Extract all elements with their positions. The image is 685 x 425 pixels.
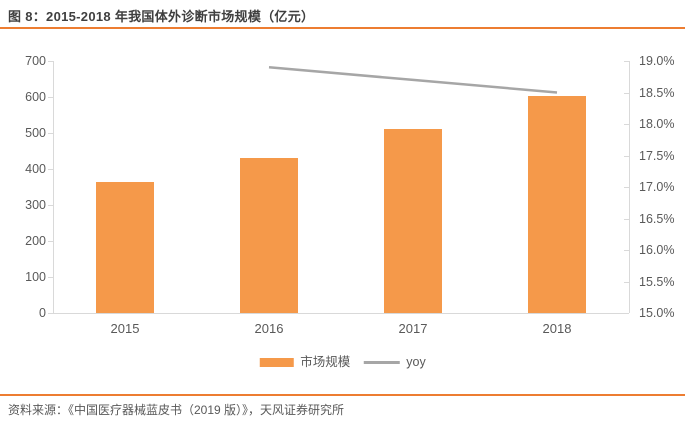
y2-axis-tick-label: 18.5% [639, 85, 675, 100]
y2-axis-tick-mark [624, 313, 629, 314]
line-series-swatch [363, 360, 400, 364]
yoy-line-path [268, 66, 558, 94]
legend-item-market-size: 市场规模 [259, 356, 350, 369]
y2-axis-tick-label: 16.5% [639, 211, 675, 226]
bar-series-swatch [259, 357, 294, 367]
x-axis-line [53, 313, 629, 314]
bar-2018 [528, 95, 586, 313]
y-axis-tick-label: 100 [25, 269, 46, 284]
y2-axis-tick-label: 18.0% [639, 116, 675, 131]
y-axis-tick-label: 600 [25, 89, 46, 104]
right-axis-line [629, 61, 630, 313]
bar-series-label: 市场规模 [300, 354, 351, 369]
y2-axis-tick-mark [624, 250, 629, 251]
y-axis-tick-mark [48, 133, 53, 134]
y-axis-tick-label: 400 [25, 161, 46, 176]
x-axis-label-2015: 2015 [110, 321, 140, 336]
y-axis-tick-label: 300 [25, 197, 46, 212]
y-axis-tick-mark [48, 97, 53, 98]
left-axis-line [53, 61, 54, 313]
legend-item-yoy: yoy [363, 354, 426, 369]
y-axis-tick-mark [48, 241, 53, 242]
y-axis-tick-mark [48, 169, 53, 170]
bar-2016 [240, 158, 298, 313]
figure-title: 图 8：2015-2018 年我国体外诊断市场规模（亿元） [8, 9, 315, 24]
y2-axis-tick-label: 15.0% [639, 305, 675, 320]
y2-axis-tick-label: 17.0% [639, 179, 675, 194]
y2-axis-tick-mark [624, 155, 629, 157]
y2-axis-tick-mark [624, 124, 629, 125]
y2-axis-tick-label: 15.5% [639, 274, 675, 289]
y-axis-tick-label: 500 [25, 125, 46, 140]
x-axis-label-2018: 2018 [542, 321, 572, 336]
y-axis-tick-mark [48, 313, 53, 314]
bar-2015 [96, 182, 154, 313]
y2-axis-tick-label: 17.5% [639, 148, 675, 163]
source-note: 资料来源：《中国医疗器械蓝皮书（2019 版）》，天风证券研究所 [8, 403, 345, 417]
bar-2017 [384, 129, 442, 313]
y-axis-tick-mark [48, 205, 53, 206]
y2-axis-tick-mark [624, 61, 629, 62]
y2-axis-tick-mark [624, 92, 629, 94]
y-axis-tick-label: 0 [39, 305, 46, 320]
y2-axis-tick-mark [624, 187, 629, 188]
chart-legend: 市场规模 yoy [259, 353, 426, 371]
title-underline [0, 27, 685, 29]
x-axis-label-2016: 2016 [254, 321, 284, 336]
y2-axis-tick-label: 16.0% [639, 242, 675, 257]
footer-divider [0, 394, 685, 396]
y2-axis-tick-mark [624, 218, 629, 220]
line-series-label: yoy [406, 354, 426, 369]
y-axis-tick-label: 700 [25, 53, 46, 68]
y-axis-tick-label: 200 [25, 233, 46, 248]
y-axis-tick-mark [48, 61, 53, 62]
y2-axis-tick-mark [624, 281, 629, 283]
y2-axis-tick-label: 19.0% [639, 53, 675, 68]
y-axis-tick-mark [48, 277, 53, 278]
x-axis-label-2017: 2017 [398, 321, 428, 336]
